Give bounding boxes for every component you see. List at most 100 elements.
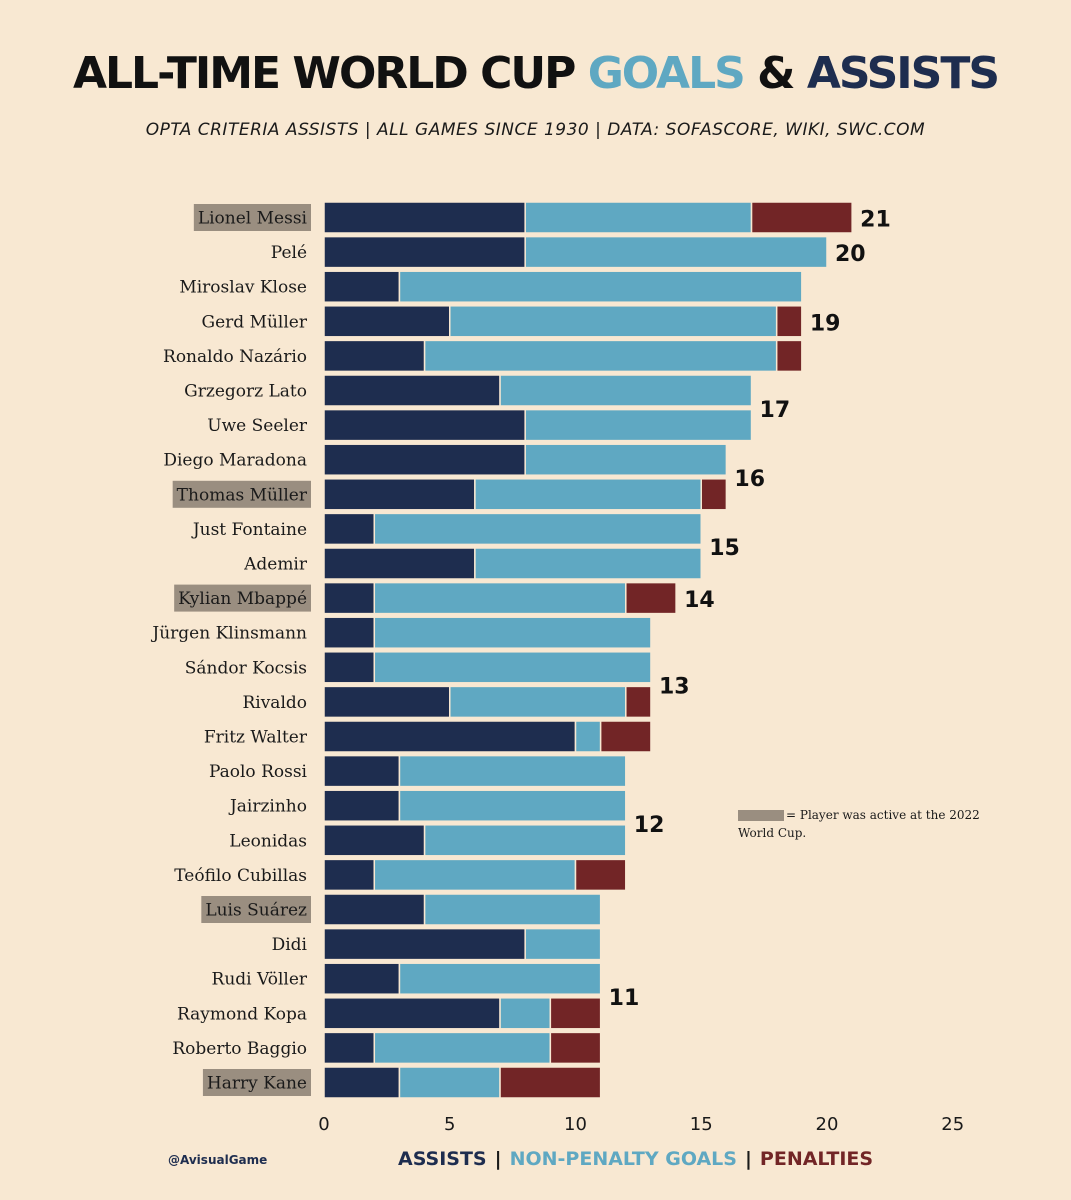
series-legend: ASSISTS | NON-PENALTY GOALS | PENALTIES bbox=[398, 1148, 873, 1170]
x-tick-label: 20 bbox=[816, 1114, 839, 1135]
player-name-label: Ademir bbox=[243, 555, 308, 575]
assists-bar bbox=[323, 512, 376, 546]
assists-bar bbox=[323, 270, 401, 303]
player-name-label: Lionel Messi bbox=[198, 209, 308, 229]
non-penalty-goals-bar bbox=[423, 339, 778, 373]
assists-bar bbox=[323, 927, 526, 961]
assists-bar bbox=[323, 1066, 401, 1099]
player-name-label: Ronaldo Nazário bbox=[163, 347, 307, 367]
player-name-label: Fritz Walter bbox=[204, 728, 308, 748]
assists-bar bbox=[323, 962, 401, 995]
active-player-highlight bbox=[193, 204, 311, 231]
penalties-bar bbox=[700, 478, 728, 511]
total-goals-assists-label: 17 bbox=[760, 398, 791, 423]
x-tick-label: 10 bbox=[564, 1114, 587, 1135]
non-penalty-goals-bar bbox=[499, 374, 753, 407]
player-name-label: Uwe Seeler bbox=[207, 416, 308, 436]
active-player-highlight bbox=[202, 1069, 311, 1096]
non-penalty-goals-bar bbox=[398, 1066, 501, 1099]
player-name-label: Diego Maradona bbox=[163, 451, 307, 471]
non-penalty-goals-bar bbox=[423, 824, 627, 857]
player-name-label: Luis Suárez bbox=[205, 901, 307, 921]
player-name-label: Rudi Völler bbox=[212, 970, 308, 990]
non-penalty-goals-bar bbox=[373, 1031, 552, 1065]
non-penalty-goals-bar bbox=[449, 305, 778, 338]
title-part1: ALL-TIME WORLD CUP bbox=[72, 48, 588, 99]
total-goals-assists-label: 12 bbox=[634, 813, 665, 838]
total-goals-assists-label: 13 bbox=[659, 675, 690, 700]
non-penalty-goals-bar bbox=[373, 651, 652, 684]
assists-bar bbox=[323, 374, 501, 407]
assists-bar bbox=[323, 789, 401, 822]
player-name-label: Roberto Baggio bbox=[172, 1039, 307, 1059]
penalties-bar bbox=[599, 720, 652, 753]
non-penalty-goals-bar bbox=[373, 858, 577, 892]
player-name-label: Teófilo Cubillas bbox=[174, 866, 307, 886]
penalties-bar bbox=[625, 685, 652, 719]
non-penalty-goals-bar bbox=[524, 408, 753, 442]
total-goals-assists-label: 16 bbox=[734, 467, 765, 492]
assists-bar bbox=[323, 201, 526, 234]
active-player-highlight bbox=[172, 480, 311, 508]
x-tick-label: 0 bbox=[318, 1114, 329, 1135]
credit-handle: @AvisualGame bbox=[168, 1153, 268, 1167]
non-penalty-goals-bar bbox=[373, 581, 627, 615]
total-goals-assists-label: 19 bbox=[810, 311, 841, 336]
non-penalty-goals-bar bbox=[373, 512, 702, 546]
legend-separator: | bbox=[494, 1148, 502, 1170]
active-swatch bbox=[738, 810, 784, 821]
player-name-label: Gerd Müller bbox=[202, 312, 308, 332]
assists-bar bbox=[323, 651, 376, 684]
assists-bar bbox=[323, 443, 526, 476]
player-name-label: Thomas Müller bbox=[177, 485, 308, 505]
non-penalty-goals-bar bbox=[398, 789, 627, 822]
total-goals-assists-label: 20 bbox=[835, 242, 866, 267]
legend-non-penalty-goals: NON-PENALTY GOALS bbox=[509, 1148, 737, 1170]
assists-bar bbox=[323, 1031, 376, 1065]
player-name-label: Miroslav Klose bbox=[179, 278, 307, 298]
penalties-bar bbox=[549, 997, 602, 1030]
non-penalty-goals-bar bbox=[423, 893, 602, 926]
legend-assists: ASSISTS bbox=[398, 1148, 487, 1170]
non-penalty-goals-bar bbox=[524, 235, 828, 269]
assists-bar bbox=[323, 858, 376, 892]
total-goals-assists-label: 15 bbox=[709, 536, 740, 561]
x-tick-label: 15 bbox=[690, 1114, 713, 1135]
active-player-highlight bbox=[174, 584, 311, 612]
assists-bar bbox=[323, 339, 426, 373]
penalties-bar bbox=[625, 581, 677, 615]
non-penalty-goals-bar bbox=[499, 997, 552, 1030]
non-penalty-goals-bar bbox=[449, 685, 627, 719]
x-tick-label: 25 bbox=[941, 1114, 964, 1135]
player-name-label: Jairzinho bbox=[228, 797, 307, 817]
title-assists: ASSISTS bbox=[806, 48, 1000, 99]
assists-bar bbox=[323, 720, 577, 753]
non-penalty-goals-bar bbox=[524, 201, 753, 234]
player-name-label: Didi bbox=[272, 935, 308, 955]
active-player-highlight bbox=[201, 896, 311, 923]
player-name-label: Paolo Rossi bbox=[209, 762, 308, 782]
non-penalty-goals-bar bbox=[398, 270, 803, 303]
assists-bar bbox=[323, 616, 376, 649]
non-penalty-goals-bar bbox=[398, 754, 627, 788]
player-name-label: Just Fontaine bbox=[191, 520, 307, 540]
title-goals: GOALS bbox=[587, 48, 746, 99]
legend-separator: | bbox=[744, 1148, 752, 1170]
non-penalty-goals-bar bbox=[398, 962, 602, 995]
active-player-note: = Player was active at the 2022 World Cu… bbox=[738, 806, 998, 842]
penalties-bar bbox=[574, 858, 627, 892]
non-penalty-goals-bar bbox=[474, 478, 702, 511]
player-name-label: Kylian Mbappé bbox=[178, 589, 307, 609]
legend-penalties: PENALTIES bbox=[759, 1148, 874, 1170]
penalties-bar bbox=[549, 1031, 602, 1065]
non-penalty-goals-bar bbox=[524, 927, 602, 961]
x-tick-label: 5 bbox=[444, 1114, 455, 1135]
assists-bar bbox=[323, 478, 476, 511]
assists-bar bbox=[323, 824, 426, 857]
title-amp: & bbox=[743, 48, 807, 99]
penalties-bar bbox=[750, 201, 853, 234]
assists-bar bbox=[323, 408, 526, 442]
player-name-label: Harry Kane bbox=[207, 1074, 307, 1094]
assists-bar bbox=[323, 685, 451, 719]
